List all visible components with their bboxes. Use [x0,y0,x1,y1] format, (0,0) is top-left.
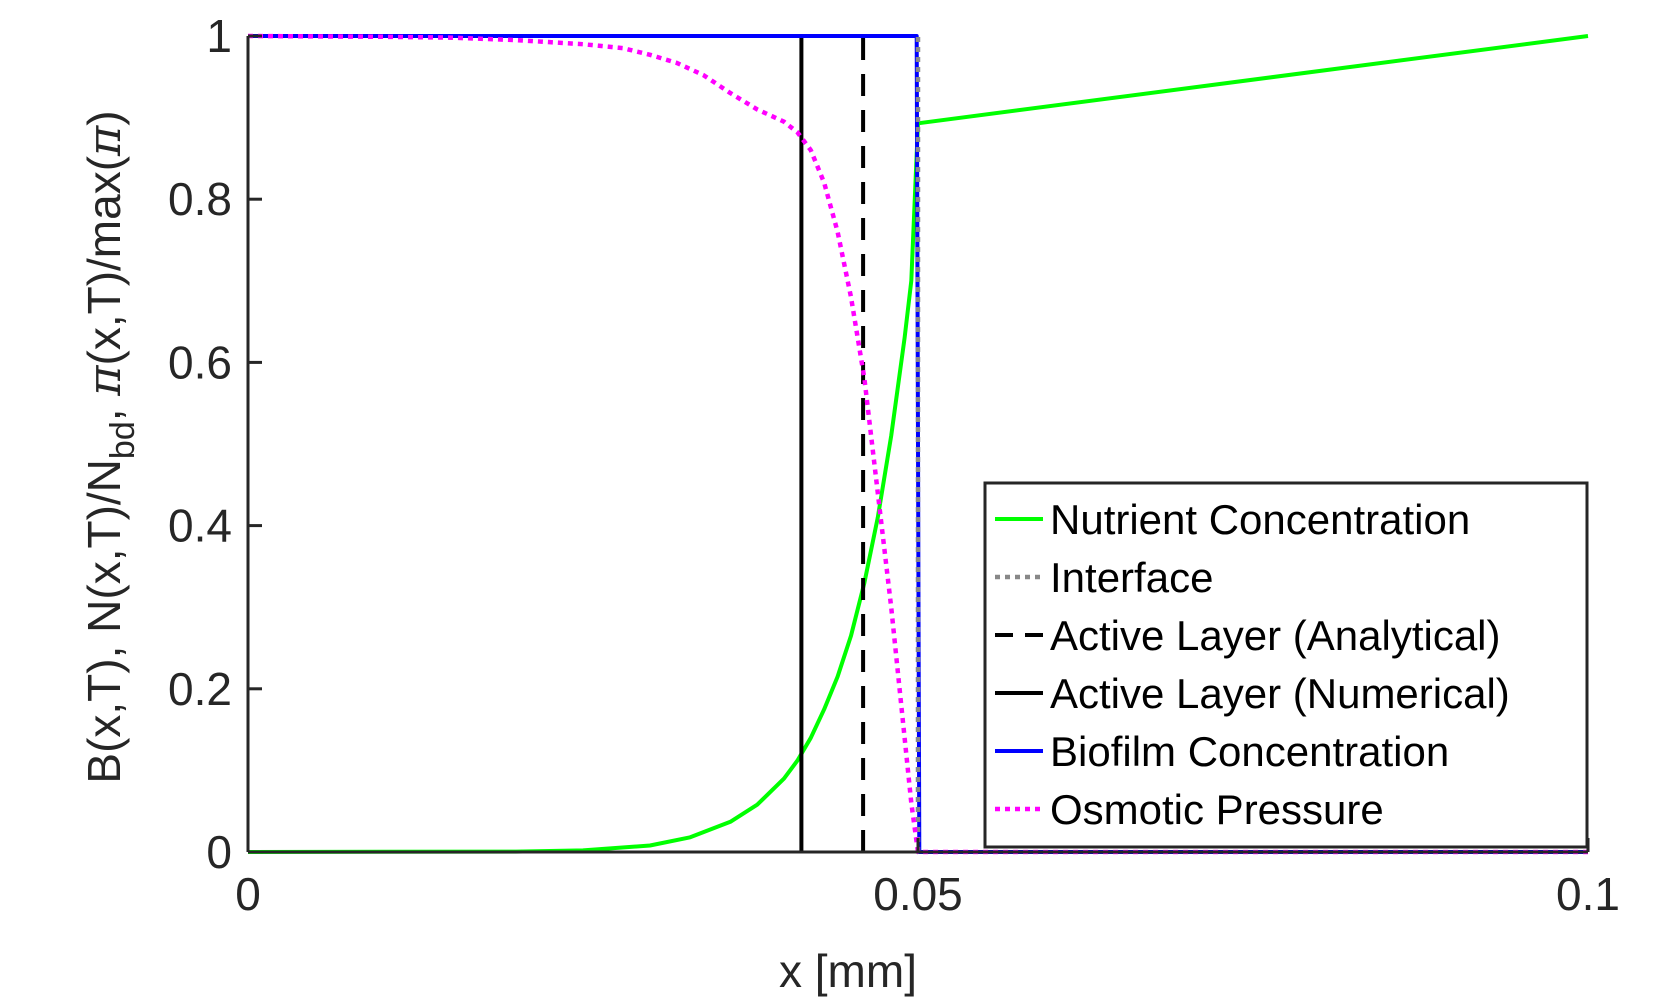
y-axis-title-part2: , [78,396,130,422]
legend-items: Nutrient Concentration Interface Active La… [995,496,1510,833]
x-tick-label: 0.05 [873,868,963,920]
series-nutrient-concentration [247,34,1589,854]
y-axis-title-pi-2: π [77,125,131,157]
y-axis-title-part1: B(x,T), N(x,T)/N [78,459,130,784]
legend-label-active-layer-numerical: Active Layer (Numerical) [1050,670,1510,717]
y-tick-label: 0.2 [168,663,232,715]
y-tick-label: 0.6 [168,336,232,388]
y-tick-label: 1 [206,10,232,62]
series-osmotic-pressure [247,33,1588,855]
x-axis-title: x [mm] [779,945,917,997]
legend-box [983,481,1589,849]
y-axis-title-subscript: bd [104,421,142,459]
y-axis-title-part3: (x,T)/max( [78,155,130,365]
x-tick-label: 0.1 [1556,868,1620,920]
legend-label-osmotic-pressure: Osmotic Pressure [1050,786,1384,833]
legend-label-biofilm-concentration: Biofilm Concentration [1050,728,1449,775]
y-tick-label: 0 [206,826,232,878]
legend-label-nutrient-concentration: Nutrient Concentration [1050,496,1470,543]
y-axis-title-pi: π [77,365,131,397]
legend-label-interface: Interface [1050,554,1213,601]
y-axis-title: B(x,T), N(x,T)/Nbd, π(x,T)/max(π) [77,110,142,783]
legend-label-active-layer-analytical: Active Layer (Analytical) [1050,612,1501,659]
y-tick-label: 0.4 [168,500,232,552]
legend: Nutrient Concentration Interface Active La… [983,481,1589,849]
y-axis-title-part4: ) [78,110,130,125]
tick-labels: 0 0.05 0.1 0 0.2 0.4 0.6 0.8 1 [168,10,1620,920]
y-tick-label: 0.8 [168,173,232,225]
x-tick-label: 0 [235,868,261,920]
